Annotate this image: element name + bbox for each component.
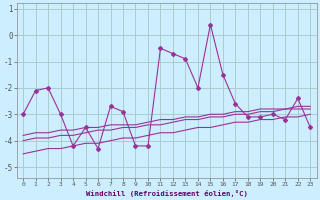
X-axis label: Windchill (Refroidissement éolien,°C): Windchill (Refroidissement éolien,°C) — [86, 190, 248, 197]
